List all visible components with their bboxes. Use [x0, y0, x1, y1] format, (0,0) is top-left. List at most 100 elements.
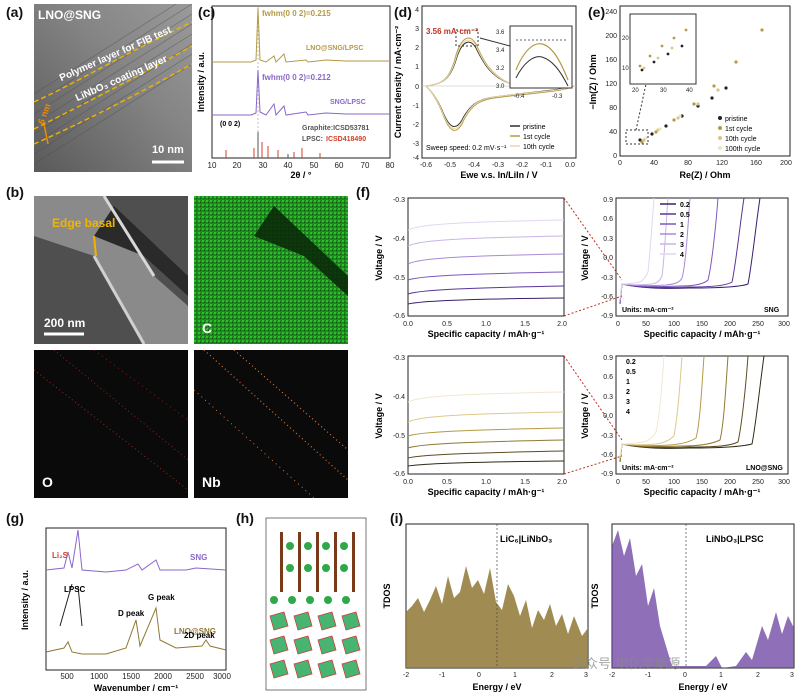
- tdos-left-xtick: -2: [403, 672, 409, 679]
- f-zoom-xtick: 0.0: [403, 479, 413, 486]
- cv-xtick: -0.3: [492, 162, 504, 169]
- tdos-right-curve: [612, 530, 794, 668]
- eds-map-c: C: [194, 196, 348, 344]
- f-zoom-xtick: 1.0: [481, 479, 491, 486]
- raman-trace-lno: [45, 606, 227, 655]
- f-full-ytick: 0.0: [603, 413, 613, 420]
- f-full-ytick: 0.6: [603, 216, 613, 223]
- sem-edge-label: Edge basal: [52, 216, 116, 230]
- raman-li2s-label: Li₂S: [52, 551, 69, 560]
- eis-xtick: 80: [684, 160, 692, 167]
- tdos-left-xtick: 0: [477, 672, 481, 679]
- tdos-right-xtick: 0: [683, 672, 687, 679]
- f-full-xtick: 300: [778, 321, 790, 328]
- raman-d-peak-label: D peak: [118, 609, 145, 618]
- eis-inset-xtick: 40: [686, 88, 693, 94]
- f-zoom-xtick: 0.0: [403, 321, 413, 328]
- raman-lno-label: LNO@SNG: [174, 627, 216, 636]
- eis-ytick: 40: [609, 129, 617, 136]
- eds-o-label: O: [42, 474, 53, 490]
- tdos-left-xtick: 2: [550, 672, 554, 679]
- f-full-xtick: 50: [642, 321, 650, 328]
- f-full-xtick: 300: [778, 479, 790, 486]
- f-sng-sample: SNG: [764, 307, 780, 314]
- eds-map-o: O: [34, 350, 188, 498]
- eis-ytick: 200: [605, 33, 617, 40]
- tdos-left-xtick: 1: [513, 672, 517, 679]
- tdos-left-xlabel: Energy / eV: [472, 682, 521, 692]
- raman-sng-label: SNG: [190, 553, 207, 562]
- panel-label-f: (f): [356, 184, 370, 200]
- f-zoom-xtick: 1.5: [520, 321, 530, 328]
- tdos-right-xtick: -2: [609, 672, 615, 679]
- eis-chart: 20 30 40 20 10 pristine 1st cycle 10th c…: [588, 5, 792, 180]
- raman-xtick: 500: [60, 672, 74, 681]
- f-sng-legend-rate: 0.2: [680, 202, 690, 209]
- cv-xlabel: Ewe v.s. In/LiIn / V: [460, 170, 537, 180]
- f-full-ytick: 0.9: [603, 355, 613, 362]
- f-lno-legend-rate: 3: [626, 399, 630, 406]
- xrd-xtick: 80: [386, 161, 395, 170]
- cv-curve-10th: [424, 39, 575, 129]
- tem-scalebar-label: 10 nm: [152, 144, 184, 156]
- tdos-right-xtick: 3: [790, 672, 794, 679]
- eis-ylabel: −Im(Z) / Ohm: [588, 54, 598, 109]
- cv-ytick: -4: [413, 155, 419, 162]
- cv-inset-ytick: 3.0: [496, 84, 505, 90]
- f-lno-legend-rate: 0.2: [626, 359, 636, 366]
- cv-chart: -0.4 -0.3 3.6 3.4 3.2 3.0 3.56 mA·cm⁻² S…: [393, 5, 577, 180]
- eis-xlabel: Re(Z) / Ohm: [680, 170, 731, 180]
- f-zoom-ytick: -0.6: [393, 471, 405, 478]
- eis-inset-ytick: 10: [622, 66, 629, 72]
- cv-ytick: 1: [415, 64, 419, 71]
- cv-ytick: -3: [413, 141, 419, 148]
- cv-inset-ytick: 3.4: [496, 48, 505, 54]
- f-zoom-ylabel-top: Voltage / V: [374, 235, 384, 280]
- xrd-trace-top-label: LNO@SNG/LPSC: [306, 45, 363, 52]
- f-full-xtick: 50: [642, 479, 650, 486]
- f-full-xtick: 100: [668, 479, 680, 486]
- f-full-ytick: -0.6: [601, 452, 613, 459]
- raman-xlabel: Wavenumber / cm⁻¹: [94, 683, 178, 693]
- f-lno-sample: LNO@SNG: [746, 465, 783, 472]
- panel-label-a: (a): [6, 4, 24, 20]
- cv-ytick: 4: [415, 7, 419, 14]
- xrd-peak-label: (0 0 2): [220, 121, 240, 128]
- panel-label-c: (c): [198, 4, 216, 20]
- panel-label-b: (b): [6, 184, 24, 200]
- raman-trace-sng: [45, 529, 227, 573]
- eis-xtick: 40: [650, 160, 658, 167]
- tdos-right-xtick: 1: [719, 672, 723, 679]
- eis-ytick: 240: [605, 9, 617, 16]
- f-zoom-ytick: -0.4: [393, 236, 405, 243]
- eis-ytick: 80: [609, 105, 617, 112]
- f-full-xtick: 150: [696, 479, 708, 486]
- raman-g-peak-label: G peak: [148, 593, 175, 602]
- panel-label-i: (i): [390, 510, 404, 526]
- f-sng-legend-rate: 1: [680, 222, 684, 229]
- eis-ytick: 120: [605, 81, 617, 88]
- xrd-xtick: 50: [310, 161, 319, 170]
- tdos-right-xlabel: Energy / eV: [678, 682, 727, 692]
- cv-ytick: 2: [415, 45, 419, 52]
- tdos-charts: LiC₆|LiNbO₃ TDOS -2 -1 0 1 2 3 Energy / …: [382, 523, 795, 692]
- cv-inset-xtick: -0.3: [552, 94, 563, 100]
- raman-xtick: 1500: [122, 672, 140, 681]
- xrd-xtick: 30: [259, 161, 268, 170]
- eis-legend-pristine: pristine: [725, 116, 748, 123]
- eis-points-1st: [640, 28, 764, 144]
- cv-xtick: 0.0: [565, 162, 575, 169]
- tdos-left-xtick: -1: [439, 672, 445, 679]
- f-full-ytick: -0.6: [601, 294, 613, 301]
- eis-inset-ytick: 20: [622, 36, 629, 42]
- cv-inset-ytick: 3.2: [496, 66, 505, 72]
- f-full-xtick: 100: [668, 321, 680, 328]
- f-full-xtick: 0: [616, 479, 620, 486]
- f-full-xtick: 150: [696, 321, 708, 328]
- xrd-ref-lpsc-prefix: LPSC:: [302, 136, 323, 143]
- cv-xtick: -0.1: [540, 162, 552, 169]
- watermark-text: 公众号·电化学能源: [572, 656, 680, 671]
- f-full-xtick: 0: [616, 321, 620, 328]
- xrd-ref-lpsc: [225, 142, 321, 158]
- tdos-right-ylabel: TDOS: [590, 583, 600, 608]
